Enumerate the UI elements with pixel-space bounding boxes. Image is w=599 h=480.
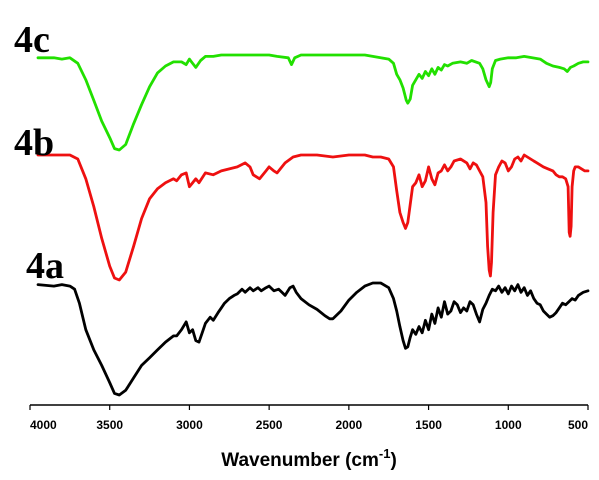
x-axis-ticks: 4000 3500 3000 2500 2000 1500 1000 500 [29,405,589,432]
series-line-4b [36,153,590,282]
x-tick-label-2500: 2500 [256,418,283,432]
x-tick-label-3000: 3000 [176,418,203,432]
series-label-4b: 4b [14,122,54,164]
series-line-4c [36,53,590,152]
series-label-4a: 4a [26,245,64,287]
series-line-4a [36,281,590,397]
series-labels: 4c 4b 4a [14,19,64,287]
x-axis-title-text: Wavenumber (cm [221,450,379,471]
x-tick-label-3500: 3500 [96,418,123,432]
x-tick-label-4000: 4000 [30,418,57,432]
series-label-4c: 4c [14,19,50,61]
x-axis-title-superscript: -1 [379,446,391,461]
x-tick-label-1000: 1000 [495,418,522,432]
x-tick-label-1500: 1500 [415,418,442,432]
x-tick-label-500: 500 [568,418,588,432]
x-axis-title: Wavenumber (cm-1) [221,446,397,471]
traces [36,53,590,397]
x-axis-title-close: ) [390,450,396,471]
x-tick-label-2000: 2000 [336,418,363,432]
